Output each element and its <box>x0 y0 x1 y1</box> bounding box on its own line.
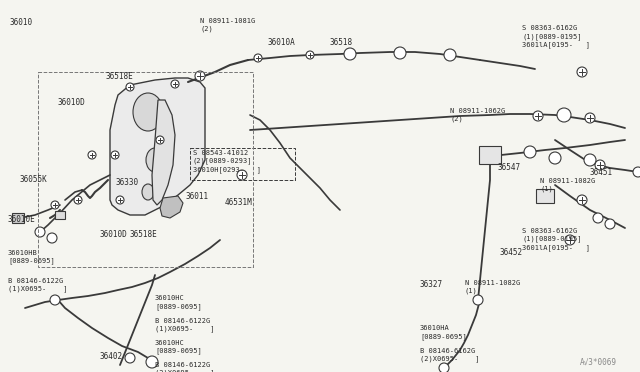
Text: A√3*0069: A√3*0069 <box>580 358 617 367</box>
Text: 36518: 36518 <box>330 38 353 47</box>
Bar <box>12 213 24 223</box>
Text: B 08146-6162G
(2)X0695-    ]: B 08146-6162G (2)X0695- ] <box>420 348 479 362</box>
Circle shape <box>633 167 640 177</box>
Text: B 08146-6122G
(1)X0695-    ]: B 08146-6122G (1)X0695- ] <box>155 318 214 333</box>
Circle shape <box>237 170 247 180</box>
Circle shape <box>195 71 205 81</box>
Text: 46531M: 46531M <box>225 198 253 207</box>
Text: 36010HA
[0889-0695]: 36010HA [0889-0695] <box>420 325 467 340</box>
Circle shape <box>577 195 587 205</box>
Circle shape <box>473 295 483 305</box>
Text: N 08911-1082G
(1): N 08911-1082G (1) <box>465 280 520 294</box>
Circle shape <box>344 48 356 60</box>
Circle shape <box>577 67 587 77</box>
Circle shape <box>35 227 45 237</box>
Polygon shape <box>160 196 183 218</box>
Text: 36010HC
[0889-0695]: 36010HC [0889-0695] <box>155 340 202 355</box>
Ellipse shape <box>142 184 154 200</box>
Circle shape <box>50 295 60 305</box>
Circle shape <box>584 154 596 166</box>
Text: 36010A: 36010A <box>268 38 296 47</box>
Circle shape <box>126 83 134 91</box>
Text: S 08543-41012
(2)[0889-0293]
36010H[0293-   ]: S 08543-41012 (2)[0889-0293] 36010H[0293… <box>193 150 261 173</box>
Circle shape <box>533 111 543 121</box>
Circle shape <box>74 196 82 204</box>
Circle shape <box>146 356 158 368</box>
Text: N 08911-1062G
(2): N 08911-1062G (2) <box>450 108 505 122</box>
Circle shape <box>306 51 314 59</box>
Circle shape <box>125 353 135 363</box>
Polygon shape <box>152 100 175 205</box>
Circle shape <box>439 363 449 372</box>
Text: S 08363-6162G
(1)[0889-0195]
3601lA[0195-   ]: S 08363-6162G (1)[0889-0195] 3601lA[0195… <box>522 25 590 48</box>
Bar <box>38 72 253 267</box>
Polygon shape <box>110 78 205 215</box>
Text: 36518E: 36518E <box>105 72 132 81</box>
Circle shape <box>254 54 262 62</box>
Text: 36327: 36327 <box>420 280 443 289</box>
Circle shape <box>605 219 615 229</box>
Text: 36011: 36011 <box>185 192 208 201</box>
Text: 36010E: 36010E <box>8 215 36 224</box>
Circle shape <box>156 136 164 144</box>
Text: 36402: 36402 <box>100 352 123 361</box>
Ellipse shape <box>146 148 164 172</box>
Text: N 08911-1081G
(2): N 08911-1081G (2) <box>200 18 255 32</box>
Text: 36330: 36330 <box>116 178 139 187</box>
Circle shape <box>557 108 571 122</box>
Circle shape <box>88 151 96 159</box>
Circle shape <box>171 80 179 88</box>
Bar <box>55 211 65 219</box>
Text: S 08363-6162G
(1)[0889-0195]
3601lA[0195-   ]: S 08363-6162G (1)[0889-0195] 3601lA[0195… <box>522 228 590 251</box>
Circle shape <box>116 196 124 204</box>
Circle shape <box>444 49 456 61</box>
Circle shape <box>51 201 59 209</box>
Text: B 08146-6122G
(2)X0695-    ]: B 08146-6122G (2)X0695- ] <box>155 362 214 372</box>
Text: N 08911-1082G
(1): N 08911-1082G (1) <box>540 178 595 192</box>
Text: 36010HC
[0889-0695]: 36010HC [0889-0695] <box>155 295 202 310</box>
Text: 36055K: 36055K <box>20 175 48 184</box>
Bar <box>479 146 501 164</box>
Text: 36010: 36010 <box>10 18 33 27</box>
Text: 36010D: 36010D <box>57 98 84 107</box>
Circle shape <box>595 160 605 170</box>
Circle shape <box>593 213 603 223</box>
Circle shape <box>394 47 406 59</box>
Circle shape <box>565 235 575 245</box>
Text: 36547: 36547 <box>498 163 521 172</box>
Text: 36451: 36451 <box>590 168 613 177</box>
Text: B 08146-6122G
(1)X0695-    ]: B 08146-6122G (1)X0695- ] <box>8 278 67 292</box>
Bar <box>190 148 295 180</box>
Ellipse shape <box>133 93 163 131</box>
Circle shape <box>585 113 595 123</box>
Circle shape <box>524 146 536 158</box>
Text: 36518E: 36518E <box>130 230 157 239</box>
Text: 36452: 36452 <box>500 248 523 257</box>
Circle shape <box>111 151 119 159</box>
Bar <box>536 189 554 203</box>
Text: 36010HB
[0889-0695]: 36010HB [0889-0695] <box>8 250 55 264</box>
Text: 36010D: 36010D <box>100 230 128 239</box>
Circle shape <box>549 152 561 164</box>
Circle shape <box>47 233 57 243</box>
